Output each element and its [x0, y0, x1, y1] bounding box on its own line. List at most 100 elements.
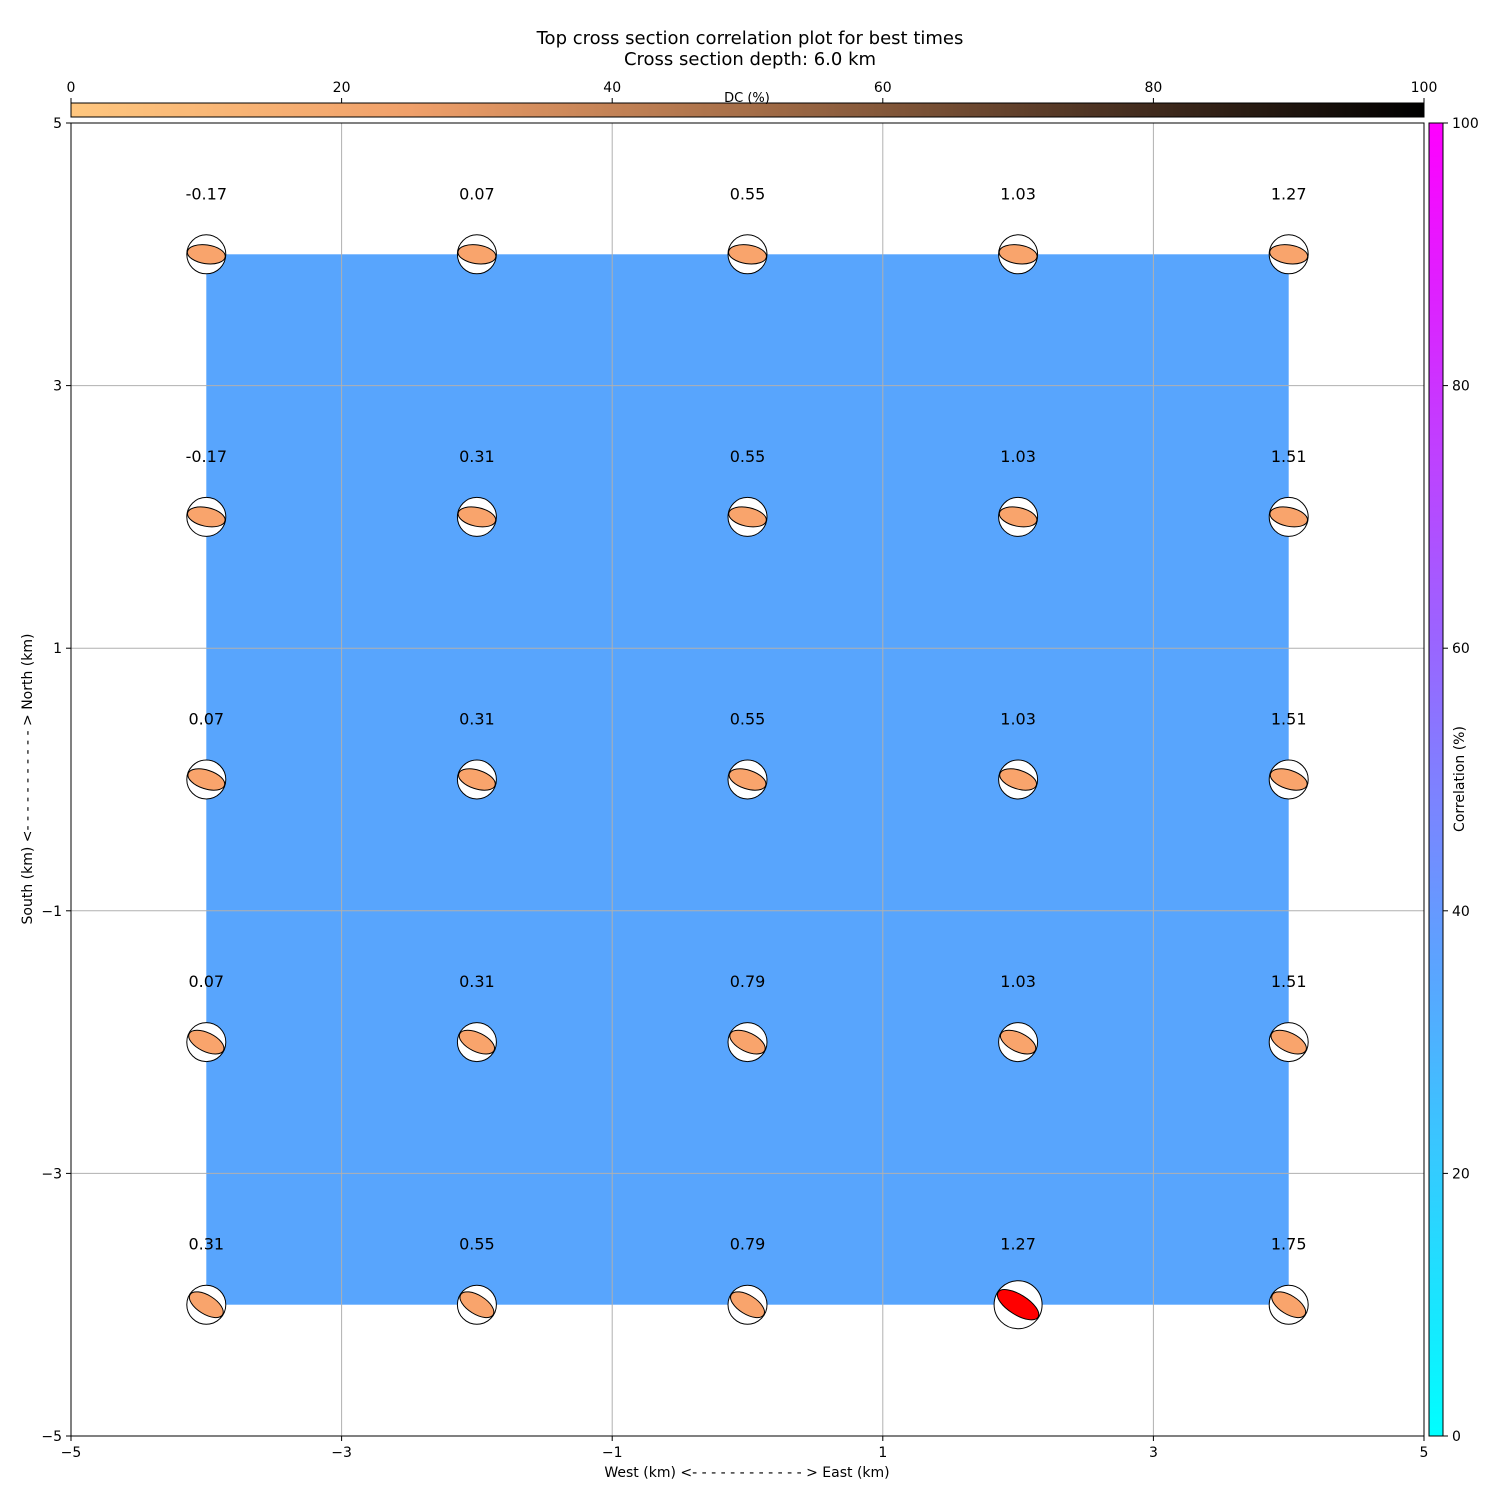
value-label: 0.79 — [730, 972, 766, 991]
grid-point: 1.75 — [1268, 1235, 1309, 1325]
value-label: 1.51 — [1271, 972, 1307, 991]
grid-point: 0.55 — [727, 184, 768, 275]
grid-points: -0.17 0.07 0.55 1.03 1.27 -0.17 0.31 0.55 1.03 1.… — [186, 184, 1309, 1330]
value-label: -0.17 — [186, 184, 227, 203]
y-axis-label: South (km) <- - - - - - - - - - - > Nort… — [20, 634, 36, 925]
grid-point: 0.55 — [456, 1235, 497, 1325]
y-tick-label: −3 — [41, 1166, 62, 1182]
x-tick-label: 5 — [1420, 1445, 1429, 1461]
grid-point: 1.03 — [998, 972, 1039, 1063]
y-tick-label: 3 — [53, 379, 62, 395]
mechanism-nodal-plane — [998, 244, 1038, 265]
value-label: 1.03 — [1000, 972, 1036, 991]
value-label: 1.51 — [1271, 710, 1307, 729]
correlation-tick-label: 0 — [1452, 1429, 1461, 1445]
mechanism-nodal-plane — [1269, 244, 1309, 265]
mechanism-nodal-plane — [728, 244, 767, 265]
grid-point: 0.55 — [727, 710, 768, 800]
mechanism-nodal-plane — [457, 506, 497, 528]
mechanism-nodal-plane — [187, 768, 226, 791]
value-label: -0.17 — [186, 447, 227, 466]
grid-point: 1.51 — [1268, 972, 1309, 1063]
correlation-colorbar: 0 20 40 60 80 100 Correlation (%) — [1428, 116, 1479, 1445]
grid-point: 0.31 — [456, 972, 497, 1063]
grid-point: 0.07 — [186, 972, 227, 1063]
correlation-tick-label: 20 — [1452, 1166, 1470, 1182]
mechanism-nodal-plane — [729, 1029, 766, 1055]
dc-tick-label: 60 — [874, 80, 892, 96]
mechanism-nodal-plane — [1269, 768, 1308, 791]
y-axis-ticks: −5 −3 −1 1 3 5 — [41, 116, 71, 1445]
value-label: 0.79 — [730, 1235, 766, 1254]
plot-frame — [70, 122, 1425, 1437]
grid-point: 0.31 — [456, 710, 497, 800]
dc-tick-label: 80 — [1144, 80, 1162, 96]
value-label: 0.55 — [459, 1235, 495, 1254]
mechanism-nodal-plane — [458, 1029, 496, 1055]
mechanism-nodal-plane — [187, 506, 226, 528]
chart-title: Top cross section correlation plot for b… — [536, 28, 964, 49]
dc-colorbar: DC (%) 0 20 40 60 80 100 — [67, 80, 1438, 118]
grid-point: 1.03 — [998, 710, 1039, 800]
grid-point: -0.17 — [186, 447, 227, 537]
value-label: 0.07 — [188, 972, 224, 991]
mechanism-nodal-plane — [459, 1291, 495, 1319]
mechanism-nodal-plane — [1270, 1029, 1307, 1055]
grid-point: 0.79 — [727, 1235, 768, 1325]
grid-point: -0.17 — [186, 184, 227, 275]
dc-tick-label: 100 — [1411, 80, 1438, 96]
mechanism-nodal-plane — [188, 1291, 224, 1319]
grid-point: 1.03 — [998, 184, 1039, 275]
chart-subtitle: Cross section depth: 6.0 km — [624, 49, 876, 70]
y-tick-label: −1 — [41, 904, 62, 920]
grid-point: 1.27 — [1268, 184, 1309, 275]
grid-point: 1.03 — [998, 447, 1039, 537]
mechanism-nodal-plane — [457, 244, 497, 265]
value-label: 1.75 — [1271, 1235, 1307, 1254]
grid-point: 0.55 — [727, 447, 768, 537]
grid-point: 0.07 — [456, 184, 497, 275]
correlation-colorbar-ticks: 0 20 40 60 80 100 — [1443, 116, 1479, 1445]
correlation-tick-label: 60 — [1452, 641, 1470, 657]
value-label: 0.31 — [459, 710, 495, 729]
x-tick-label: −1 — [602, 1445, 623, 1461]
value-label: 0.55 — [730, 710, 766, 729]
value-label: 0.31 — [459, 447, 495, 466]
x-axis-ticks: −5 −3 −1 1 3 5 — [61, 1436, 1429, 1461]
correlation-tick-label: 40 — [1452, 904, 1470, 920]
mechanism-nodal-plane — [457, 768, 496, 791]
value-label: 0.31 — [459, 972, 495, 991]
value-label: 0.07 — [188, 710, 224, 729]
x-tick-label: 3 — [1149, 1445, 1158, 1461]
x-tick-label: 1 — [878, 1445, 887, 1461]
correlation-tick-label: 100 — [1452, 116, 1479, 132]
mechanism-nodal-plane — [728, 768, 767, 791]
grid-point: 1.51 — [1268, 710, 1309, 800]
plot-area: -0.17 0.07 0.55 1.03 1.27 -0.17 0.31 0.55 1.03 1.… — [70, 122, 1425, 1437]
mechanism-nodal-plane — [999, 768, 1038, 791]
dc-tick-label: 0 — [67, 80, 76, 96]
value-label: 1.03 — [1000, 447, 1036, 466]
value-label: 1.51 — [1271, 447, 1307, 466]
grid-point: 0.31 — [456, 447, 497, 537]
dc-colorbar-label: DC (%) — [724, 91, 770, 106]
value-label: 0.55 — [730, 447, 766, 466]
value-label: 0.07 — [459, 184, 495, 203]
mechanism-nodal-plane — [188, 1029, 225, 1055]
value-label: 0.55 — [730, 184, 766, 203]
value-label: 1.27 — [1000, 1235, 1036, 1254]
grid-point: 1.27 — [993, 1235, 1043, 1330]
value-label: 1.03 — [1000, 184, 1036, 203]
mechanism-nodal-plane — [1271, 1291, 1307, 1319]
correlation-colorbar-label: Correlation (%) — [1452, 726, 1468, 832]
y-tick-label: 1 — [53, 641, 62, 657]
value-label: 1.27 — [1271, 184, 1307, 203]
mechanism-nodal-plane — [730, 1291, 765, 1319]
value-label: 1.03 — [1000, 710, 1036, 729]
mechanism-nodal-plane — [998, 506, 1038, 528]
mechanism-nodal-plane — [996, 1289, 1040, 1321]
grid-point: 0.07 — [186, 710, 227, 800]
dc-colorbar-ticks: 0 20 40 60 80 100 — [67, 80, 1438, 103]
grid-point: 0.31 — [186, 1235, 227, 1325]
